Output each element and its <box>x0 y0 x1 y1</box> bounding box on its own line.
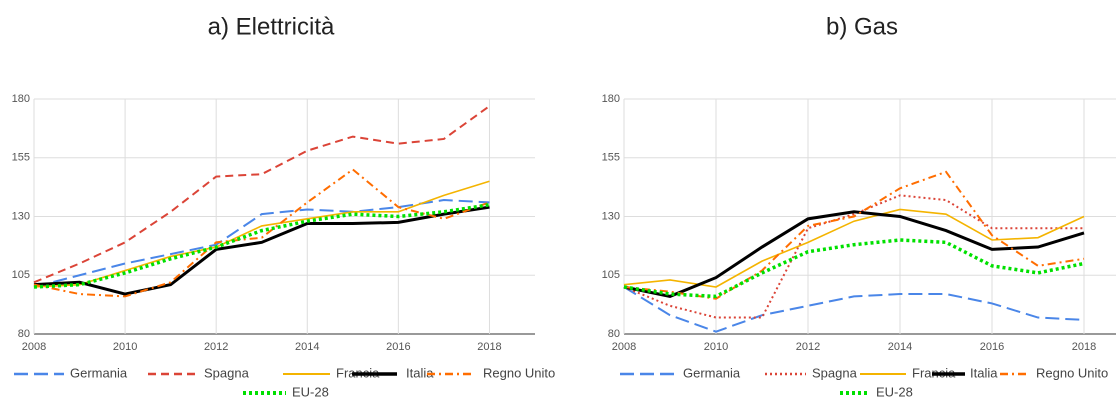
series-line <box>623 238 1085 299</box>
series-line <box>33 168 490 298</box>
y-tick-label: 105 <box>602 269 620 281</box>
x-tick-label: 2008 <box>612 341 636 353</box>
y-tick-label: 155 <box>12 152 30 164</box>
x-tick-label: 2018 <box>477 341 501 353</box>
x-tick-label: 2014 <box>295 341 319 353</box>
legend-label: Italia <box>406 365 434 380</box>
legend-label: EU-28 <box>876 384 913 399</box>
series-line <box>33 205 490 296</box>
y-tick-label: 180 <box>12 93 30 105</box>
series-line <box>33 180 490 288</box>
x-tick-label: 2010 <box>704 341 728 353</box>
series-line <box>623 286 1085 333</box>
y-tick-label: 80 <box>18 328 30 340</box>
series-line <box>623 210 1085 298</box>
legend-label: Regno Unito <box>1036 365 1108 380</box>
legend-label: Germania <box>683 365 741 380</box>
legend-label: Spagna <box>812 365 858 380</box>
x-tick-label: 2010 <box>113 341 137 353</box>
y-tick-label: 130 <box>12 210 30 222</box>
x-tick-label: 2016 <box>386 341 410 353</box>
chart-title: b) Gas <box>826 13 898 40</box>
x-tick-label: 2008 <box>22 341 46 353</box>
chart-title: a) Elettricità <box>208 13 335 40</box>
series-line <box>33 105 491 284</box>
legend-label: Regno Unito <box>483 365 555 380</box>
x-tick-label: 2016 <box>980 341 1004 353</box>
y-tick-label: 155 <box>602 152 620 164</box>
y-tick-label: 105 <box>12 269 30 281</box>
legend-label: Spagna <box>204 365 250 380</box>
legend-label: Germania <box>70 365 128 380</box>
x-tick-label: 2014 <box>888 341 912 353</box>
x-tick-label: 2012 <box>796 341 820 353</box>
y-tick-label: 80 <box>608 328 620 340</box>
series-line <box>33 199 490 288</box>
x-tick-label: 2012 <box>204 341 228 353</box>
series-line <box>33 203 490 289</box>
x-tick-label: 2018 <box>1072 341 1096 353</box>
legend-label: EU-28 <box>292 384 329 399</box>
series-line <box>623 194 1084 319</box>
series-line <box>623 170 1085 300</box>
y-tick-label: 180 <box>602 93 620 105</box>
legend-label: Italia <box>970 365 998 380</box>
y-tick-label: 130 <box>602 210 620 222</box>
